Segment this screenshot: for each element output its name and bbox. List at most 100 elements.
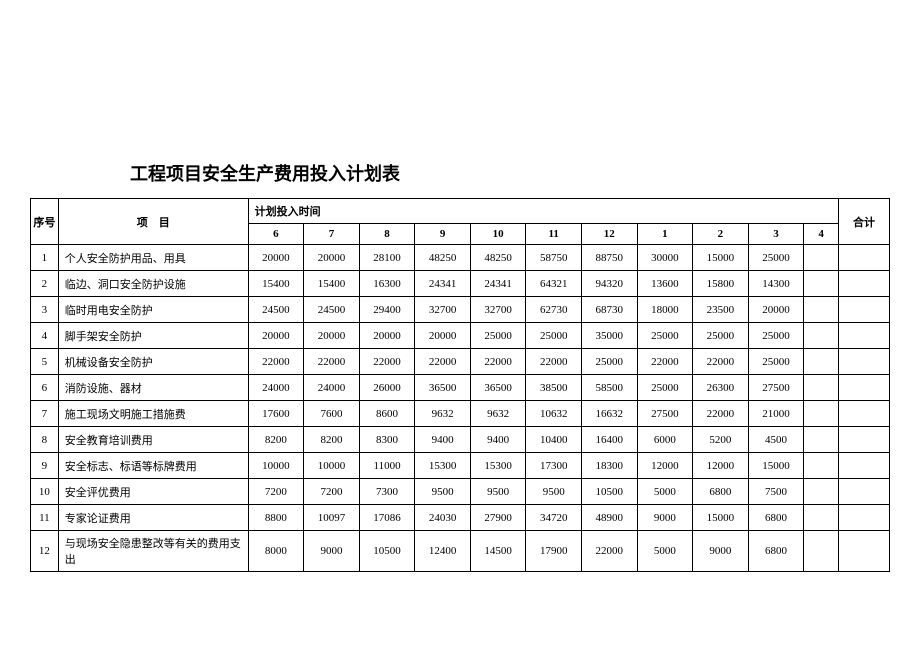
row-value: 17600 <box>248 401 304 427</box>
row-value: 9500 <box>470 479 526 505</box>
row-value <box>804 297 839 323</box>
row-value: 25000 <box>470 323 526 349</box>
row-value: 15000 <box>693 505 749 531</box>
row-value: 9500 <box>415 479 471 505</box>
row-value: 10097 <box>304 505 360 531</box>
table-row: 12与现场安全隐患整改等有关的费用支出800090001050012400145… <box>31 531 890 572</box>
row-value: 7500 <box>748 479 804 505</box>
row-item: 施工现场文明施工措施费 <box>58 401 248 427</box>
row-value: 20000 <box>359 323 415 349</box>
row-value: 7200 <box>248 479 304 505</box>
row-value: 24341 <box>415 271 471 297</box>
col-item: 项 目 <box>58 199 248 245</box>
row-value <box>804 323 839 349</box>
col-month: 2 <box>693 224 749 245</box>
row-value: 35000 <box>582 323 638 349</box>
row-value: 25000 <box>748 349 804 375</box>
table-row: 8安全教育培训费用8200820083009400940010400164006… <box>31 427 890 453</box>
row-value: 18000 <box>637 297 693 323</box>
row-value: 25000 <box>748 323 804 349</box>
row-value <box>804 375 839 401</box>
col-month: 7 <box>304 224 360 245</box>
row-value: 25000 <box>637 375 693 401</box>
row-value: 28100 <box>359 245 415 271</box>
row-value: 30000 <box>637 245 693 271</box>
row-value <box>804 349 839 375</box>
row-value: 22000 <box>526 349 582 375</box>
row-value: 7300 <box>359 479 415 505</box>
row-total <box>839 271 890 297</box>
row-value: 9000 <box>693 531 749 572</box>
row-value: 16400 <box>582 427 638 453</box>
col-month: 4 <box>804 224 839 245</box>
row-value: 10400 <box>526 427 582 453</box>
row-value: 23500 <box>693 297 749 323</box>
table-row: 10安全评优费用72007200730095009500950010500500… <box>31 479 890 505</box>
row-value: 14300 <box>748 271 804 297</box>
row-value: 20000 <box>304 245 360 271</box>
row-value: 22000 <box>470 349 526 375</box>
row-value: 9400 <box>415 427 471 453</box>
row-value: 15400 <box>248 271 304 297</box>
row-item: 安全评优费用 <box>58 479 248 505</box>
row-value: 16632 <box>582 401 638 427</box>
row-value: 17300 <box>526 453 582 479</box>
row-value: 26000 <box>359 375 415 401</box>
row-seq: 7 <box>31 401 59 427</box>
row-value: 10500 <box>359 531 415 572</box>
document-page: 工程项目安全生产费用投入计划表 序号 项 目 计划投入时间 合计 6 7 8 9… <box>0 0 920 612</box>
row-total <box>839 427 890 453</box>
row-value: 20000 <box>415 323 471 349</box>
row-value: 8200 <box>304 427 360 453</box>
row-value: 11000 <box>359 453 415 479</box>
row-value: 22000 <box>248 349 304 375</box>
row-value: 13600 <box>637 271 693 297</box>
row-value: 64321 <box>526 271 582 297</box>
row-value: 32700 <box>415 297 471 323</box>
row-item: 专家论证费用 <box>58 505 248 531</box>
row-value: 10000 <box>304 453 360 479</box>
row-value: 94320 <box>582 271 638 297</box>
row-value: 22000 <box>415 349 471 375</box>
row-value <box>804 245 839 271</box>
row-value: 20000 <box>748 297 804 323</box>
row-value: 10632 <box>526 401 582 427</box>
col-month: 1 <box>637 224 693 245</box>
row-value: 22000 <box>693 349 749 375</box>
row-value: 9400 <box>470 427 526 453</box>
row-value: 20000 <box>304 323 360 349</box>
row-value: 8000 <box>248 531 304 572</box>
row-value: 8800 <box>248 505 304 531</box>
row-value: 15800 <box>693 271 749 297</box>
row-value <box>804 427 839 453</box>
row-value: 68730 <box>582 297 638 323</box>
row-value <box>804 271 839 297</box>
plan-table: 序号 项 目 计划投入时间 合计 6 7 8 9 10 11 12 1 2 3 … <box>30 198 890 572</box>
row-value: 5200 <box>693 427 749 453</box>
row-value: 6800 <box>748 505 804 531</box>
row-value: 9500 <box>526 479 582 505</box>
row-value <box>804 453 839 479</box>
row-value: 15300 <box>415 453 471 479</box>
row-value: 24500 <box>248 297 304 323</box>
row-seq: 11 <box>31 505 59 531</box>
row-value: 8600 <box>359 401 415 427</box>
row-seq: 2 <box>31 271 59 297</box>
row-value: 29400 <box>359 297 415 323</box>
table-row: 7施工现场文明施工措施费1760076008600963296321063216… <box>31 401 890 427</box>
row-value: 7600 <box>304 401 360 427</box>
row-value: 62730 <box>526 297 582 323</box>
table-row: 2临边、洞口安全防护设施1540015400163002434124341643… <box>31 271 890 297</box>
row-value: 9632 <box>470 401 526 427</box>
row-value: 8300 <box>359 427 415 453</box>
row-value: 22000 <box>359 349 415 375</box>
table-row: 9安全标志、标语等标牌费用100001000011000153001530017… <box>31 453 890 479</box>
row-value: 88750 <box>582 245 638 271</box>
row-value <box>804 479 839 505</box>
row-value: 48250 <box>415 245 471 271</box>
row-value: 6800 <box>693 479 749 505</box>
row-value <box>804 531 839 572</box>
row-seq: 3 <box>31 297 59 323</box>
row-value: 20000 <box>248 245 304 271</box>
row-value: 22000 <box>693 401 749 427</box>
